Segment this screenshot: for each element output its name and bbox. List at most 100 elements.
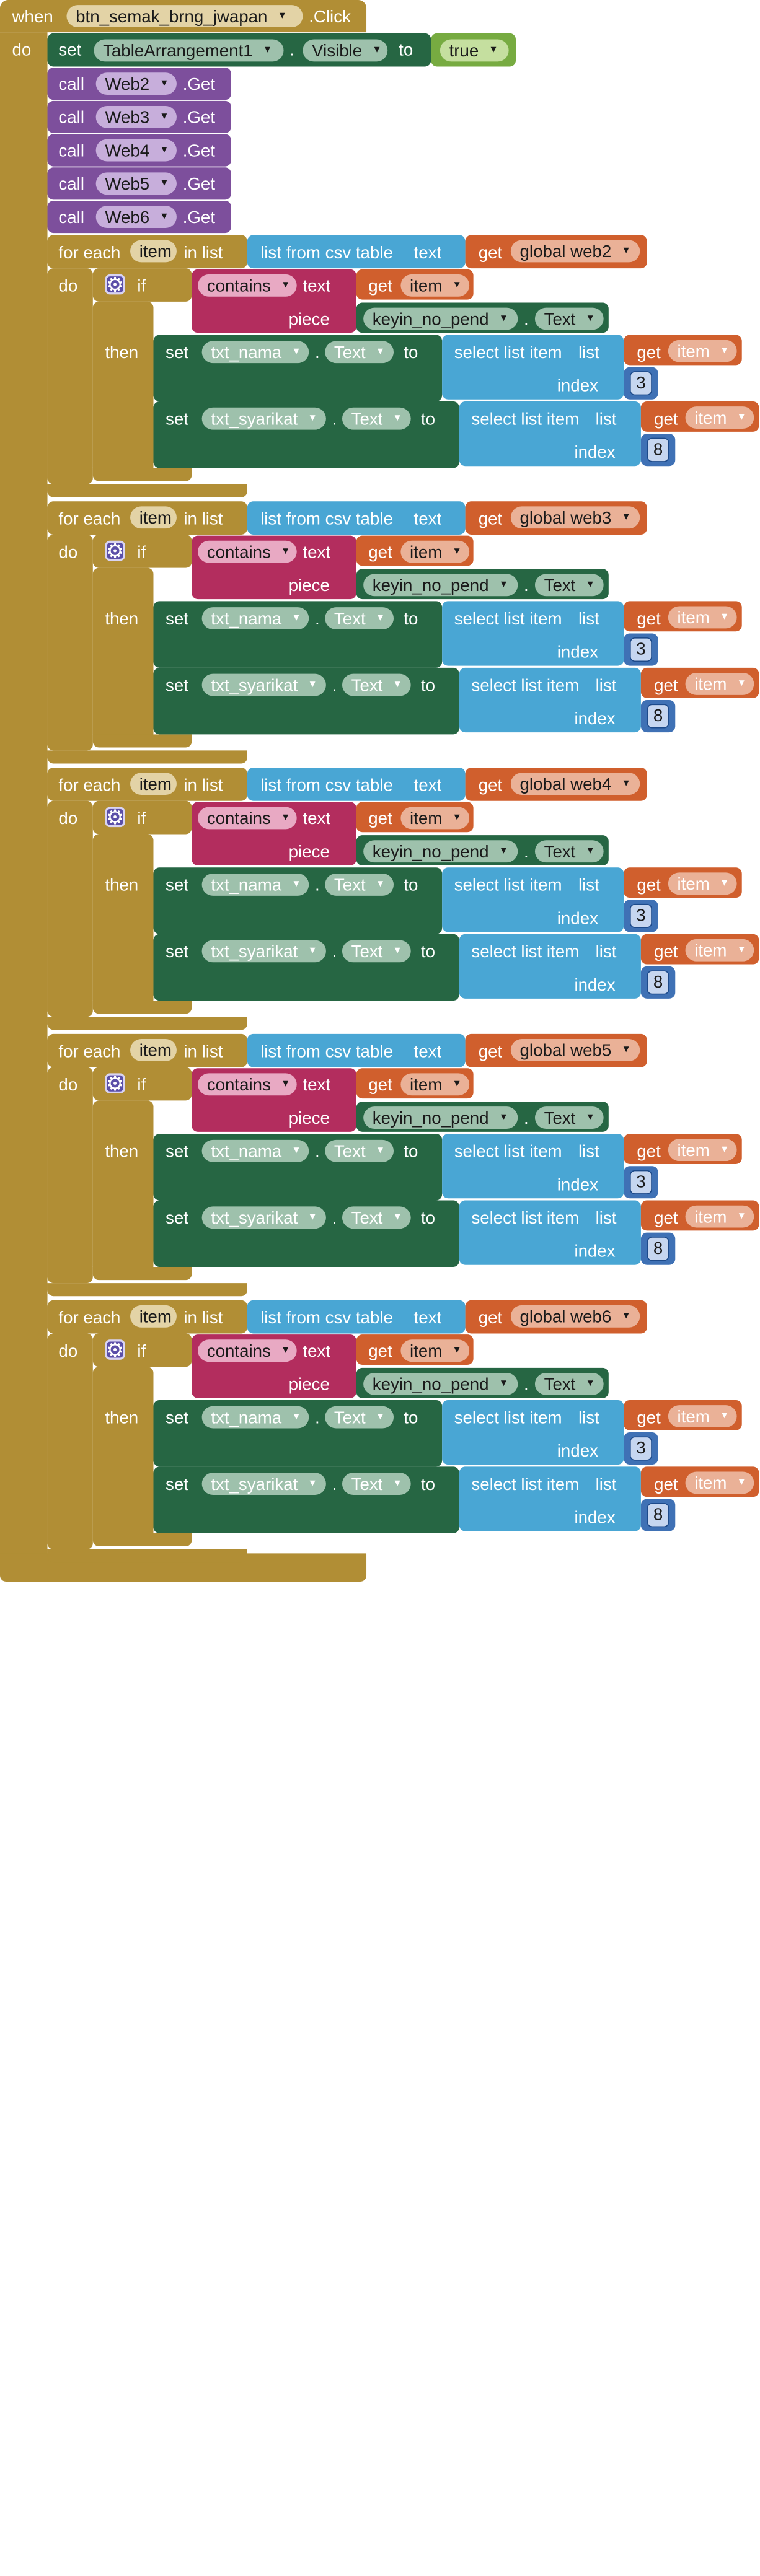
set-component-dropdown[interactable]: txt_nama ▼	[201, 341, 309, 364]
loop-variable-name[interactable]: item	[130, 1039, 177, 1061]
list-from-csv-block[interactable]	[247, 768, 466, 801]
set-property-dropdown[interactable]: Text ▼	[325, 874, 394, 896]
index-number-field[interactable]: 3	[629, 1170, 652, 1194]
set-property-dropdown[interactable]: Text ▼	[325, 1139, 394, 1162]
web-component-dropdown[interactable]: Web2 ▼	[95, 72, 177, 95]
set-component-dropdown[interactable]: txt_syarikat ▼	[201, 1206, 326, 1229]
piece-property-dropdown[interactable]: Text ▼	[534, 307, 604, 330]
item-dropdown[interactable]: item ▼	[668, 872, 737, 895]
if-then-body[interactable]	[92, 1367, 154, 1539]
set-property-dropdown[interactable]: Text ▼	[342, 673, 411, 696]
set-property-dropdown[interactable]: Text ▼	[342, 407, 411, 430]
for-each-footer[interactable]	[47, 1283, 247, 1297]
item-dropdown[interactable]: item ▼	[685, 1205, 754, 1228]
item-dropdown[interactable]: item ▼	[400, 1339, 470, 1362]
for-each-footer[interactable]	[47, 750, 247, 764]
item-dropdown[interactable]: item ▼	[668, 340, 737, 362]
index-number-field[interactable]: 3	[629, 637, 652, 662]
if-footer[interactable]	[92, 734, 192, 748]
select-list-item-block[interactable]	[459, 1200, 641, 1265]
select-list-item-block[interactable]	[442, 601, 624, 666]
select-list-item-block[interactable]	[459, 401, 641, 467]
contains-dropdown[interactable]: contains ▼	[198, 1073, 297, 1096]
set-property-dropdown[interactable]: Text ▼	[342, 1206, 411, 1229]
item-dropdown[interactable]: item ▼	[400, 540, 470, 563]
gear-icon[interactable]: ⚙	[105, 806, 125, 829]
gear-icon[interactable]: ⚙	[105, 274, 125, 296]
if-then-body[interactable]	[92, 567, 154, 740]
item-dropdown[interactable]: item ▼	[685, 673, 754, 695]
set-component-dropdown[interactable]: txt_nama ▼	[201, 1406, 309, 1429]
select-list-item-block[interactable]	[459, 1466, 641, 1531]
true-dropdown[interactable]: true ▼	[440, 39, 509, 62]
index-number-field[interactable]: 3	[629, 903, 652, 928]
for-each-footer[interactable]	[47, 484, 247, 497]
contains-dropdown[interactable]: contains ▼	[198, 274, 297, 297]
global-var-dropdown[interactable]: global web6 ▼	[510, 1305, 640, 1328]
item-dropdown[interactable]: item ▼	[400, 274, 470, 297]
for-each-footer[interactable]	[47, 1549, 247, 1563]
web-component-dropdown[interactable]: Web6 ▼	[95, 206, 177, 228]
event-component-dropdown[interactable]: btn_semak_brng_jwapan ▼	[66, 5, 303, 27]
index-number-field[interactable]: 8	[647, 1503, 669, 1528]
event-block-body[interactable]	[0, 32, 48, 1560]
index-number-field[interactable]: 8	[647, 1237, 669, 1261]
set-property-dropdown[interactable]: Text ▼	[325, 341, 394, 364]
for-each-body[interactable]	[47, 534, 93, 751]
item-dropdown[interactable]: item ▼	[668, 606, 737, 629]
for-each-footer[interactable]	[47, 1017, 247, 1030]
piece-component-dropdown[interactable]: keyin_no_pend ▼	[363, 307, 518, 330]
global-var-dropdown[interactable]: global web2 ▼	[510, 240, 640, 263]
if-footer[interactable]	[92, 1267, 192, 1281]
list-from-csv-block[interactable]	[247, 1300, 466, 1334]
piece-component-dropdown[interactable]: keyin_no_pend ▼	[363, 840, 518, 863]
set-component-dropdown[interactable]: txt_syarikat ▼	[201, 673, 326, 696]
select-list-item-block[interactable]	[442, 867, 624, 932]
item-dropdown[interactable]: item ▼	[685, 1471, 754, 1494]
set-component-dropdown[interactable]: txt_syarikat ▼	[201, 940, 326, 963]
item-dropdown[interactable]: item ▼	[685, 406, 754, 429]
item-dropdown[interactable]: item ▼	[668, 1405, 737, 1427]
set-component-dropdown[interactable]: txt_nama ▼	[201, 874, 309, 896]
list-from-csv-block[interactable]	[247, 235, 466, 269]
visible-component-dropdown[interactable]: TableArrangement1 ▼	[94, 39, 284, 62]
piece-property-dropdown[interactable]: Text ▼	[534, 840, 604, 863]
set-component-dropdown[interactable]: txt_syarikat ▼	[201, 407, 326, 430]
web-component-dropdown[interactable]: Web5 ▼	[95, 172, 177, 195]
index-number-field[interactable]: 8	[647, 437, 669, 462]
if-then-body[interactable]	[92, 301, 154, 473]
loop-variable-name[interactable]: item	[130, 506, 177, 529]
web-component-dropdown[interactable]: Web4 ▼	[95, 139, 177, 162]
if-footer[interactable]	[92, 468, 192, 481]
loop-variable-name[interactable]: item	[130, 773, 177, 795]
item-dropdown[interactable]: item ▼	[685, 939, 754, 962]
global-var-dropdown[interactable]: global web3 ▼	[510, 506, 640, 529]
global-var-dropdown[interactable]: global web5 ▼	[510, 1039, 640, 1061]
set-property-dropdown[interactable]: Text ▼	[342, 1473, 411, 1495]
set-property-dropdown[interactable]: Text ▼	[342, 940, 411, 963]
set-component-dropdown[interactable]: txt_nama ▼	[201, 1139, 309, 1162]
set-component-dropdown[interactable]: txt_syarikat ▼	[201, 1473, 326, 1495]
piece-property-dropdown[interactable]: Text ▼	[534, 574, 604, 597]
gear-icon[interactable]: ⚙	[105, 1339, 125, 1362]
if-then-body[interactable]	[92, 834, 154, 1006]
set-component-dropdown[interactable]: txt_nama ▼	[201, 607, 309, 629]
item-dropdown[interactable]: item ▼	[400, 1073, 470, 1096]
list-from-csv-block[interactable]	[247, 1033, 466, 1067]
contains-dropdown[interactable]: contains ▼	[198, 807, 297, 830]
select-list-item-block[interactable]	[459, 934, 641, 999]
for-each-body[interactable]	[47, 1333, 93, 1549]
web-component-dropdown[interactable]: Web3 ▼	[95, 105, 177, 128]
list-from-csv-block[interactable]	[247, 501, 466, 535]
select-list-item-block[interactable]	[442, 335, 624, 400]
gear-icon[interactable]: ⚙	[105, 540, 125, 563]
piece-component-dropdown[interactable]: keyin_no_pend ▼	[363, 1372, 518, 1395]
index-number-field[interactable]: 3	[629, 1436, 652, 1461]
loop-variable-name[interactable]: item	[130, 240, 177, 263]
for-each-body[interactable]	[47, 1067, 93, 1284]
select-list-item-block[interactable]	[459, 667, 641, 733]
index-number-field[interactable]: 8	[647, 970, 669, 995]
item-dropdown[interactable]: item ▼	[668, 1139, 737, 1162]
if-footer[interactable]	[92, 1533, 192, 1547]
select-list-item-block[interactable]	[442, 1134, 624, 1199]
